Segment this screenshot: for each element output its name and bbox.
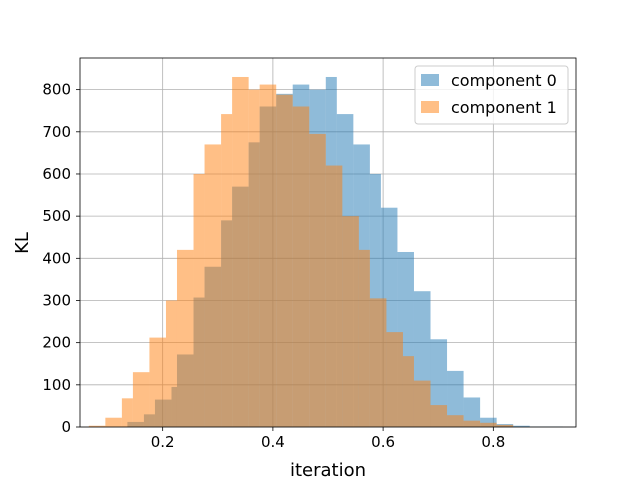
legend: component 0 component 1 [414, 65, 569, 125]
bar-series-1-bin-21 [402, 356, 414, 427]
y-tick-label-1: 100 [42, 376, 71, 394]
x-tick-label-1: 0.4 [261, 433, 285, 451]
bar-series-0-bin-22 [447, 370, 464, 427]
bar-series-1-bin-11 [248, 89, 260, 427]
y-axis-label: KL [12, 232, 33, 254]
y-tick-label-4: 400 [42, 249, 71, 267]
bar-series-1-bin-27 [496, 424, 514, 427]
y-tick-label-8: 800 [42, 81, 71, 99]
legend-frame [414, 65, 569, 125]
y-axis-ticks: 0 100 200 300 400 500 600 700 800 [42, 81, 80, 436]
bar-series-1-bin-3 [132, 372, 150, 427]
histogram-bars [88, 76, 563, 428]
bar-series-1-bin-12 [259, 84, 277, 428]
legend-label-component-1: component 1 [451, 98, 557, 117]
bar-series-1-bin-22 [413, 380, 431, 427]
bar-series-1-bin-5 [165, 300, 177, 427]
bar-series-1-bin-13 [276, 94, 293, 427]
y-tick-label-6: 600 [42, 165, 71, 183]
bar-series-1-bin-23 [430, 405, 448, 427]
y-tick-label-7: 700 [42, 123, 71, 141]
legend-swatch-component-1 [421, 101, 439, 113]
x-axis-label: iteration [290, 460, 366, 480]
y-tick-label-0: 0 [61, 418, 71, 436]
bar-series-0-bin-23 [463, 397, 481, 427]
x-tick-label-3: 0.8 [481, 433, 505, 451]
bar-series-1-bin-10 [232, 76, 249, 427]
bar-series-1-bin-0 [88, 425, 106, 427]
x-tick-label-2: 0.6 [371, 433, 395, 451]
bar-series-1-bin-15 [309, 133, 326, 427]
bar-series-1-bin-1 [105, 417, 122, 427]
bar-series-1-bin-26 [480, 422, 497, 427]
y-tick-label-2: 200 [42, 334, 71, 352]
bar-series-1-bin-7 [193, 173, 205, 427]
x-axis-ticks: 0.2 0.4 0.6 0.8 [151, 427, 505, 451]
bar-series-1-bin-9 [221, 114, 233, 427]
bar-series-1-bin-18 [358, 249, 370, 427]
bar-series-1-bin-14 [292, 106, 310, 428]
legend-label-component-0: component 0 [451, 71, 557, 90]
bar-series-1-bin-16 [325, 165, 343, 427]
bar-series-0-bin-24 [480, 417, 497, 427]
x-tick-label-0: 0.2 [151, 433, 175, 451]
bar-series-1-bin-8 [204, 144, 222, 428]
bar-series-1-bin-20 [386, 332, 403, 427]
bar-series-1-bin-17 [342, 216, 359, 427]
y-tick-label-5: 500 [42, 207, 71, 225]
series-1-bars [88, 76, 514, 428]
bar-series-1-bin-6 [176, 249, 194, 427]
legend-swatch-component-0 [421, 74, 439, 86]
bar-series-0-bin-26 [513, 425, 530, 427]
bar-series-1-bin-2 [121, 398, 133, 427]
plot-frame [79, 57, 577, 428]
bar-series-1-bin-4 [149, 337, 166, 427]
bar-series-1-bin-24 [447, 415, 464, 427]
bar-series-1-bin-25 [463, 420, 481, 427]
bar-series-1-bin-19 [369, 298, 387, 427]
y-tick-label-3: 300 [42, 291, 71, 309]
